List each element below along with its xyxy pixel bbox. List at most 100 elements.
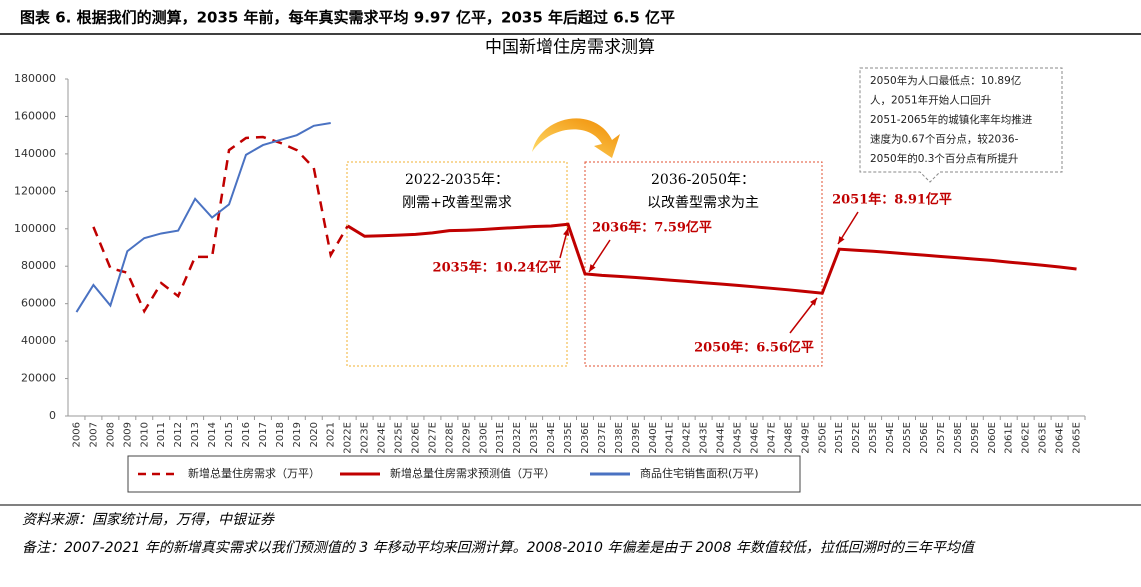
annotation: 2051年：8.91亿平 <box>832 192 952 208</box>
series-line <box>92 135 349 314</box>
x-tick-label: 2051E <box>834 422 845 454</box>
y-tick-label: 80000 <box>21 259 56 272</box>
chart-title: 中国新增住房需求测算 <box>485 38 655 58</box>
x-tick-label: 2054E <box>885 422 896 454</box>
callout-text: 人，2051年开始人口回升 <box>870 94 991 107</box>
x-tick-label: 2049E <box>800 422 811 454</box>
x-tick-label: 2042E <box>682 422 693 454</box>
callout-box <box>859 67 1063 183</box>
x-tick-label: 2015 <box>224 422 235 447</box>
x-tick-label: 2006 <box>71 422 82 447</box>
x-tick-label: 2016 <box>241 422 252 447</box>
x-tick-label: 2037E <box>597 422 608 454</box>
annotation: 2050年：6.56亿平 <box>694 340 814 356</box>
y-tick-label: 0 <box>49 409 56 422</box>
period-box <box>346 161 568 367</box>
arrow-head <box>563 228 570 236</box>
y-tick-label: 180000 <box>14 72 56 85</box>
x-tick-label: 2032E <box>512 422 523 454</box>
x-tick-label: 2045E <box>733 422 744 454</box>
legend-box <box>127 455 801 493</box>
period-subtitle: 以改善型需求为主 <box>647 195 759 211</box>
x-tick-label: 2011 <box>156 422 167 447</box>
x-tick-label: 2013 <box>190 422 201 447</box>
arrow-head <box>810 298 817 306</box>
x-tick-label: 2057E <box>936 422 947 454</box>
callout-text: 2050年的0.3个百分点有所提升 <box>870 152 1018 165</box>
x-tick-label: 2020 <box>309 422 320 447</box>
annotation: 2035年：10.24亿平 <box>433 260 562 276</box>
x-tick-label: 2064E <box>1055 422 1066 454</box>
x-tick-label: 2012 <box>173 422 184 447</box>
x-tick-label: 2059E <box>970 422 981 454</box>
x-tick-label: 2056E <box>919 422 930 454</box>
curved-arrow <box>532 118 620 158</box>
series-line <box>75 122 331 313</box>
y-tick-label: 120000 <box>14 184 56 197</box>
y-tick-label: 140000 <box>14 147 56 160</box>
callout-text: 2050年为人口最低点：10.89亿 <box>870 74 1021 87</box>
period-title: 2036-2050年： <box>651 172 755 188</box>
x-tick-label: 2040E <box>648 422 659 454</box>
x-tick-label: 2061E <box>1004 422 1015 454</box>
x-tick-label: 2055E <box>902 422 913 454</box>
x-tick-label: 2058E <box>953 422 964 454</box>
x-tick-label: 2017 <box>258 422 269 447</box>
x-tick-label: 2062E <box>1021 422 1032 454</box>
x-tick-label: 2014 <box>207 422 218 447</box>
x-tick-label: 2029E <box>461 422 472 454</box>
header: 图表 6. 根据我们的测算，2035 年前，每年真实需求平均 9.97 亿平，2… <box>20 9 675 27</box>
x-tick-label: 2038E <box>614 422 625 454</box>
x-tick-label: 2028E <box>444 422 455 454</box>
period-box <box>584 161 823 367</box>
x-tick-label: 2034E <box>546 422 557 454</box>
x-tick-label: 2031E <box>495 422 506 454</box>
x-tick-label: 2010 <box>139 422 150 447</box>
y-tick-label: 40000 <box>21 334 56 347</box>
x-tick-label: 2019 <box>292 422 303 447</box>
series-line <box>346 222 1077 295</box>
x-tick-label: 2047E <box>766 422 777 454</box>
x-tick-label: 2009 <box>122 422 133 447</box>
x-tick-label: 2046E <box>749 422 760 454</box>
x-tick-label: 2065E <box>1072 422 1083 454</box>
legend-label: 商品住宅销售面积(万平) <box>640 466 759 480</box>
arrow-head <box>589 264 596 272</box>
x-tick-label: 2025E <box>394 422 405 454</box>
callout-text: 2051-2065年的城镇化率年均推进 <box>870 113 1033 126</box>
x-tick-label: 2033E <box>529 422 540 454</box>
x-tick-label: 2041E <box>665 422 676 454</box>
x-tick-label: 2026E <box>410 422 421 454</box>
arrow-head <box>838 236 845 244</box>
x-tick-label: 2027E <box>427 422 438 454</box>
x-tick-label: 2052E <box>851 422 862 454</box>
legend-label: 新增总量住房需求（万平） <box>188 466 320 480</box>
x-tick-label: 2050E <box>817 422 828 454</box>
x-tick-label: 2043E <box>699 422 710 454</box>
period-title: 2022-2035年： <box>405 172 509 188</box>
x-tick-label: 2036E <box>580 422 591 454</box>
y-tick-label: 60000 <box>21 297 56 310</box>
x-tick-label: 2053E <box>868 422 879 454</box>
y-tick-label: 160000 <box>14 109 56 122</box>
y-tick-label: 20000 <box>21 372 56 385</box>
x-tick-label: 2023E <box>360 422 371 454</box>
callout-text: 速度为0.67个百分点，较2036- <box>870 133 1019 146</box>
x-tick-label: 2030E <box>478 422 489 454</box>
x-tick-label: 2039E <box>631 422 642 454</box>
x-tick-label: 2018 <box>275 422 286 447</box>
annotation: 2036年：7.59亿平 <box>592 220 712 236</box>
x-tick-label: 2035E <box>563 422 574 454</box>
x-tick-label: 2044E <box>716 422 727 454</box>
legend-label: 新增总量住房需求预测值（万平） <box>390 466 555 480</box>
x-tick-label: 2007 <box>88 422 99 447</box>
note: 备注：2007-2021 年的新增真实需求以我们预测值的 3 年移动平均来回溯计… <box>22 540 976 556</box>
x-tick-label: 2022E <box>343 422 354 454</box>
source: 资料来源：国家统计局，万得，中银证券 <box>22 512 275 528</box>
x-tick-label: 2021 <box>326 422 337 447</box>
period-subtitle: 刚需+改善型需求 <box>402 195 512 211</box>
x-tick-label: 2024E <box>377 422 388 454</box>
x-tick-label: 2063E <box>1038 422 1049 454</box>
x-tick-label: 2060E <box>987 422 998 454</box>
